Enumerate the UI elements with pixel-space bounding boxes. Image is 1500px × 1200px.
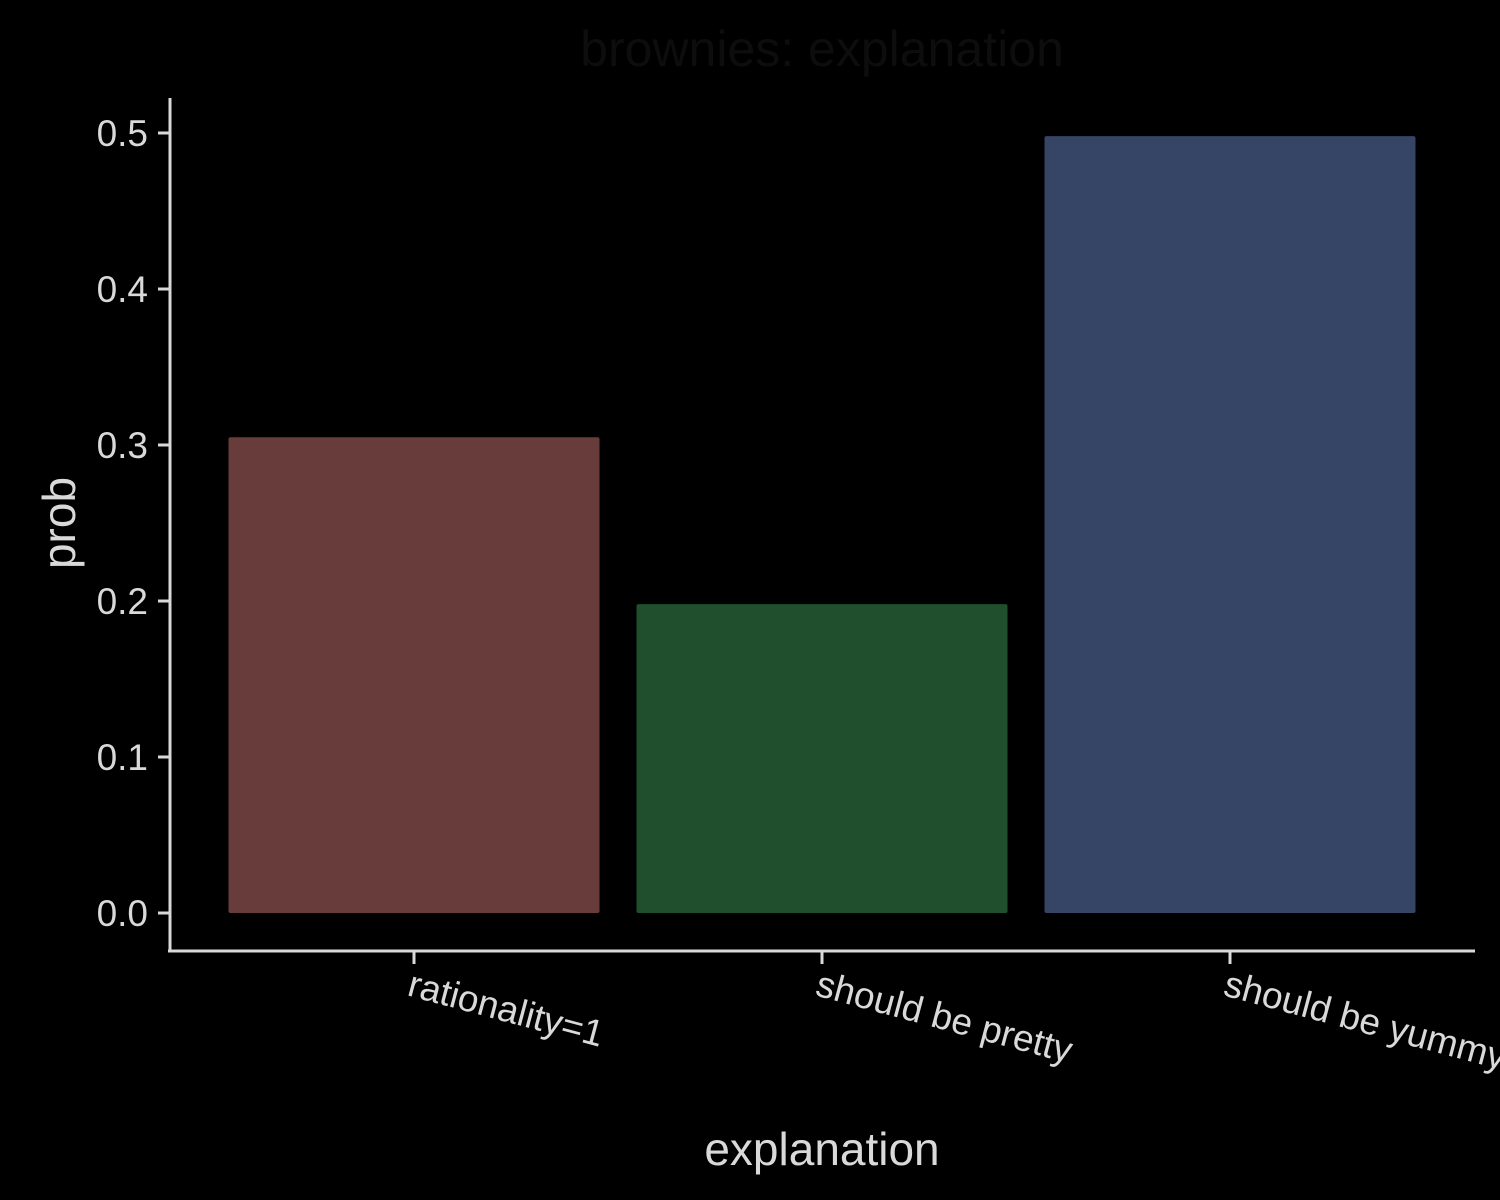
bar-should-be-pretty bbox=[636, 604, 1008, 913]
bars-group bbox=[228, 136, 1416, 913]
x-axis-label: explanation bbox=[704, 1123, 939, 1175]
x-tick-label: should be yummy bbox=[1220, 963, 1500, 1078]
y-axis-label: prob bbox=[33, 477, 85, 569]
x-tick-label: rationality=1 bbox=[404, 963, 608, 1055]
plot-area: 0.0 0.1 0.2 0.3 0.4 0.5 rationality=1 should b… bbox=[97, 98, 1500, 1078]
x-tick-label: should be pretty bbox=[812, 963, 1077, 1071]
y-tick-label: 0.0 bbox=[97, 893, 148, 934]
y-tick-label: 0.1 bbox=[97, 737, 148, 778]
x-ticks-group: rationality=1 should be pretty should be y… bbox=[404, 951, 1500, 1078]
y-tick-label: 0.4 bbox=[97, 269, 148, 310]
y-tick-label: 0.3 bbox=[97, 425, 148, 466]
bar-should-be-yummy bbox=[1044, 136, 1416, 913]
y-tick-label: 0.2 bbox=[97, 581, 148, 622]
chart-title: brownies: explanation bbox=[580, 21, 1064, 77]
y-ticks-group: 0.0 0.1 0.2 0.3 0.4 0.5 bbox=[97, 113, 170, 934]
bar-rationality-1 bbox=[228, 437, 600, 913]
y-tick-label: 0.5 bbox=[97, 113, 148, 154]
